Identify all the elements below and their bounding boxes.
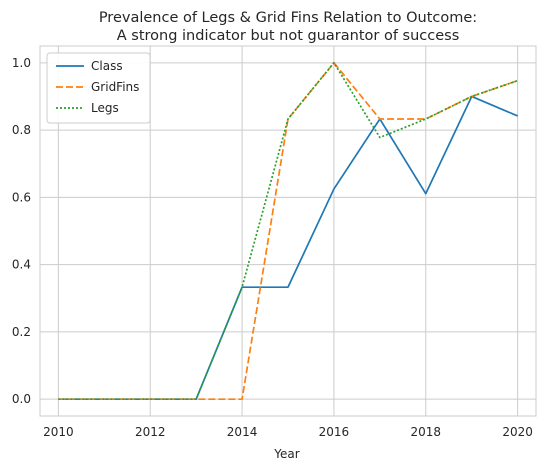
y-tick-label: 0.6 [12,190,31,204]
series-line-legs [58,61,518,401]
legend-label-gridfins: GridFins [91,80,139,94]
plot-frame [39,45,537,417]
x-tick-label: 2020 [502,425,533,439]
x-tick-label: 2012 [135,425,166,439]
x-tick-labels: 2010 2012 2014 2016 2018 2020 [43,425,533,439]
chart-subtitle: A strong indicator but not guarantor of … [117,28,460,44]
x-tick-label: 2010 [43,425,74,439]
legend-label-legs: Legs [91,101,119,115]
legend-label-class: Class [91,59,123,73]
y-tick-label: 0.8 [12,123,31,137]
chart-title: Prevalence of Legs & Grid Fins Relation … [99,10,477,26]
x-tick-label: 2018 [411,425,442,439]
x-tick-label: 2014 [227,425,258,439]
legend: Class GridFins Legs [46,52,151,124]
series-lines [58,61,518,401]
y-tick-labels: 0.0 0.2 0.4 0.6 0.8 1.0 [12,56,31,406]
x-axis-label: Year [273,447,299,461]
y-tick-label: 0.0 [12,392,31,406]
series-line-class [58,95,518,401]
x-tick-label: 2016 [319,425,350,439]
y-tick-label: 0.4 [12,258,31,272]
y-tick-label: 0.2 [12,325,31,339]
y-tick-label: 1.0 [12,56,31,70]
legend-box [46,52,151,124]
